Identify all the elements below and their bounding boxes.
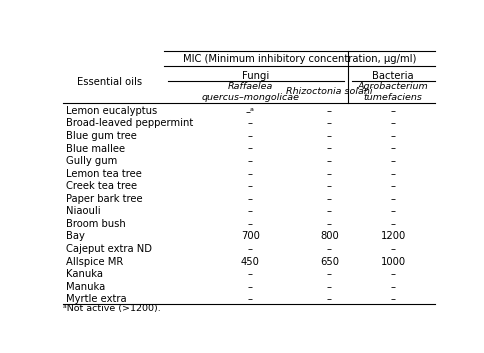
Text: Niaouli: Niaouli	[66, 206, 101, 216]
Text: –: –	[247, 156, 253, 166]
Text: –: –	[247, 282, 253, 292]
Text: –: –	[326, 269, 331, 279]
Text: 450: 450	[241, 257, 259, 267]
Text: –: –	[247, 194, 253, 204]
Text: –: –	[326, 169, 331, 179]
Text: –: –	[247, 169, 253, 179]
Text: –: –	[326, 219, 331, 229]
Text: –: –	[326, 131, 331, 141]
Text: –ᵃ: –ᵃ	[245, 106, 255, 116]
Text: –: –	[390, 219, 395, 229]
Text: –: –	[390, 181, 395, 191]
Text: –: –	[326, 106, 331, 116]
Text: Raffaelea
quercus–mongolicae: Raffaelea quercus–mongolicae	[201, 82, 299, 102]
Text: Lemon tea tree: Lemon tea tree	[66, 169, 142, 179]
Text: –: –	[247, 131, 253, 141]
Text: Creek tea tree: Creek tea tree	[66, 181, 137, 191]
Text: –: –	[326, 144, 331, 154]
Text: Broom bush: Broom bush	[66, 219, 126, 229]
Text: Allspice MR: Allspice MR	[66, 257, 123, 267]
Text: Gully gum: Gully gum	[66, 156, 117, 166]
Text: –: –	[326, 206, 331, 216]
Text: –: –	[326, 118, 331, 128]
Text: –: –	[390, 244, 395, 254]
Text: –: –	[247, 269, 253, 279]
Text: –: –	[390, 169, 395, 179]
Text: Rhizoctonia solani: Rhizoctonia solani	[286, 87, 372, 96]
Text: Manuka: Manuka	[66, 282, 106, 292]
Text: Cajeput extra ND: Cajeput extra ND	[66, 244, 152, 254]
Text: Broad-leaved peppermint: Broad-leaved peppermint	[66, 118, 193, 128]
Text: –: –	[390, 131, 395, 141]
Text: –: –	[326, 156, 331, 166]
Text: Blue mallee: Blue mallee	[66, 144, 125, 154]
Text: –: –	[326, 244, 331, 254]
Text: Fungi: Fungi	[242, 71, 269, 80]
Text: Lemon eucalyptus: Lemon eucalyptus	[66, 106, 157, 116]
Text: 700: 700	[241, 232, 259, 241]
Text: Myrtle extra: Myrtle extra	[66, 294, 127, 304]
Text: –: –	[390, 294, 395, 304]
Text: –: –	[326, 294, 331, 304]
Text: ᵃNot active (>1200).: ᵃNot active (>1200).	[62, 304, 160, 313]
Text: –: –	[247, 206, 253, 216]
Text: –: –	[390, 118, 395, 128]
Text: –: –	[247, 144, 253, 154]
Text: –: –	[247, 219, 253, 229]
Text: –: –	[390, 144, 395, 154]
Text: –: –	[326, 181, 331, 191]
Text: Paper bark tree: Paper bark tree	[66, 194, 143, 204]
Text: Agrobacterium
tumefaciens: Agrobacterium tumefaciens	[357, 82, 428, 102]
Text: –: –	[390, 194, 395, 204]
Text: –: –	[247, 118, 253, 128]
Text: 800: 800	[319, 232, 338, 241]
Text: Kanuka: Kanuka	[66, 269, 103, 279]
Text: 650: 650	[319, 257, 338, 267]
Text: –: –	[390, 269, 395, 279]
Text: –: –	[390, 156, 395, 166]
Text: –: –	[326, 282, 331, 292]
Text: –: –	[247, 244, 253, 254]
Text: Bacteria: Bacteria	[372, 71, 413, 80]
Text: 1000: 1000	[380, 257, 405, 267]
Text: –: –	[247, 181, 253, 191]
Text: 1200: 1200	[380, 232, 405, 241]
Text: MIC (Minimum inhibitory concentration, μg/ml): MIC (Minimum inhibitory concentration, μ…	[182, 54, 415, 64]
Text: –: –	[390, 206, 395, 216]
Text: Blue gum tree: Blue gum tree	[66, 131, 137, 141]
Text: –: –	[326, 194, 331, 204]
Text: –: –	[390, 106, 395, 116]
Text: Essential oils: Essential oils	[77, 77, 142, 87]
Text: Bay: Bay	[66, 232, 85, 241]
Text: –: –	[390, 282, 395, 292]
Text: –: –	[247, 294, 253, 304]
